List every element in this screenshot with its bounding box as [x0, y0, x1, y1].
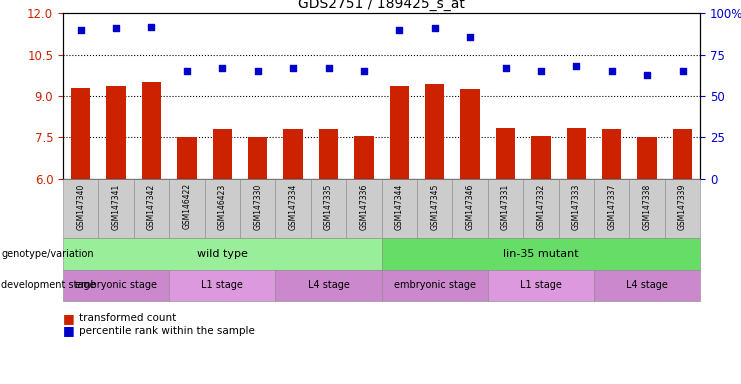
Bar	[496, 127, 515, 179]
Text: GSM147341: GSM147341	[112, 183, 121, 230]
Point	[288, 65, 299, 71]
Text: GSM147331: GSM147331	[501, 183, 510, 230]
Text: GSM146422: GSM146422	[182, 183, 191, 230]
Text: GSM147332: GSM147332	[536, 183, 545, 230]
Text: GSM147330: GSM147330	[253, 183, 262, 230]
Point	[216, 65, 228, 71]
Point	[464, 33, 476, 40]
Text: genotype/variation: genotype/variation	[1, 249, 94, 259]
Bar	[390, 86, 409, 179]
Point	[641, 71, 653, 78]
Bar	[460, 89, 480, 179]
Point	[322, 65, 334, 71]
Text: L1 stage: L1 stage	[202, 280, 243, 290]
Bar	[71, 88, 90, 179]
Text: GSM147333: GSM147333	[572, 183, 581, 230]
Text: L4 stage: L4 stage	[308, 280, 350, 290]
Point	[677, 68, 688, 74]
Bar	[213, 129, 232, 179]
Bar	[602, 129, 622, 179]
Text: GSM147335: GSM147335	[324, 183, 333, 230]
Point	[110, 25, 122, 31]
Point	[606, 68, 618, 74]
Text: GSM147339: GSM147339	[678, 183, 687, 230]
Point	[181, 68, 193, 74]
Text: embryonic stage: embryonic stage	[393, 280, 476, 290]
Point	[535, 68, 547, 74]
Bar	[425, 84, 445, 179]
Text: GSM147342: GSM147342	[147, 183, 156, 230]
Text: development stage: development stage	[1, 280, 96, 290]
Bar	[531, 136, 551, 179]
Text: lin-35 mutant: lin-35 mutant	[503, 249, 579, 259]
Point	[393, 27, 405, 33]
Text: GSM147344: GSM147344	[395, 183, 404, 230]
Text: ■: ■	[63, 324, 75, 338]
Text: GSM147337: GSM147337	[607, 183, 617, 230]
Text: ■: ■	[63, 312, 75, 325]
Text: L1 stage: L1 stage	[520, 280, 562, 290]
Title: GDS2751 / 189425_s_at: GDS2751 / 189425_s_at	[298, 0, 465, 11]
Point	[429, 25, 441, 31]
Text: GSM147334: GSM147334	[288, 183, 298, 230]
Bar	[354, 136, 373, 179]
Text: GSM147338: GSM147338	[642, 183, 651, 230]
Text: GSM147345: GSM147345	[431, 183, 439, 230]
Point	[499, 65, 511, 71]
Bar	[567, 127, 586, 179]
Text: percentile rank within the sample: percentile rank within the sample	[79, 326, 255, 336]
Bar	[637, 137, 657, 179]
Text: embryonic stage: embryonic stage	[75, 280, 157, 290]
Text: GSM147346: GSM147346	[465, 183, 475, 230]
Bar	[177, 137, 196, 179]
Point	[571, 63, 582, 70]
Bar	[673, 129, 692, 179]
Text: transformed count: transformed count	[79, 313, 176, 323]
Bar	[319, 129, 338, 179]
Bar	[283, 129, 303, 179]
Point	[145, 23, 157, 30]
Text: wild type: wild type	[197, 249, 247, 259]
Bar	[107, 86, 126, 179]
Bar	[248, 137, 268, 179]
Point	[252, 68, 264, 74]
Bar	[142, 82, 162, 179]
Text: GSM147340: GSM147340	[76, 183, 85, 230]
Point	[358, 68, 370, 74]
Text: L4 stage: L4 stage	[626, 280, 668, 290]
Point	[75, 27, 87, 33]
Text: GSM146423: GSM146423	[218, 183, 227, 230]
Text: GSM147336: GSM147336	[359, 183, 368, 230]
